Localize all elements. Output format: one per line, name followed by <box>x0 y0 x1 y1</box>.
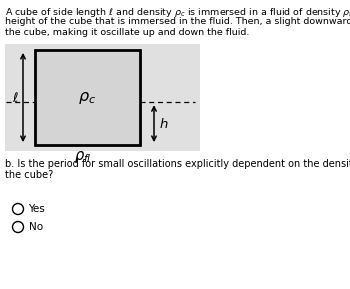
Text: height of the cube that is immersed in the fluid. Then, a slight downward push i: height of the cube that is immersed in t… <box>5 17 350 26</box>
Text: $\rho_{fl}$: $\rho_{fl}$ <box>74 149 91 165</box>
Text: $h$: $h$ <box>159 117 169 131</box>
Text: A cube of side length $\ell$ and density $\rho_c$ is immersed in a fluid of dens: A cube of side length $\ell$ and density… <box>5 6 350 19</box>
Text: b. Is the period for small oscillations explicitly dependent on the densities of: b. Is the period for small oscillations … <box>5 159 350 169</box>
Text: Yes: Yes <box>28 204 45 214</box>
Bar <box>35 50 140 145</box>
Text: $\ell$: $\ell$ <box>12 90 19 105</box>
Text: the cube?: the cube? <box>5 170 53 180</box>
Text: No: No <box>28 222 43 232</box>
Text: $\rho_c$: $\rho_c$ <box>78 90 97 105</box>
Bar <box>5 44 200 151</box>
Text: the cube, making it oscillate up and down the fluid.: the cube, making it oscillate up and dow… <box>5 28 249 37</box>
